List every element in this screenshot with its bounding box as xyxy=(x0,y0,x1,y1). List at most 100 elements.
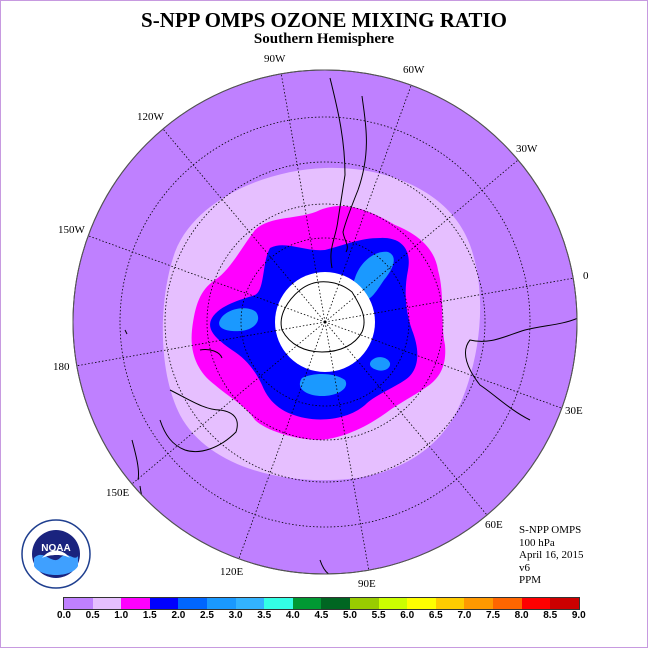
info-version: v6 xyxy=(519,561,530,574)
meridian-line xyxy=(131,353,287,485)
pole-dot xyxy=(323,320,327,324)
color-scale-swatch xyxy=(292,598,322,609)
color-scale-swatch xyxy=(435,598,465,609)
color-scale-tick-label: 9.0 xyxy=(571,610,586,621)
latitude-circle-15 xyxy=(119,116,531,528)
meridian-inner-line xyxy=(324,321,373,340)
meridian-inner-line xyxy=(324,312,375,323)
color-scale-tick-label: 8.5 xyxy=(543,610,558,621)
color-scale-swatch xyxy=(92,598,122,609)
meridian-line xyxy=(280,73,317,273)
lon-label-150w: 150W xyxy=(58,224,86,236)
color-scale-tick-label: 8.0 xyxy=(514,610,529,621)
map-subtitle: Southern Hemisphere xyxy=(253,31,395,47)
info-date: April 16, 2015 xyxy=(519,549,584,561)
contour-2-5-indian xyxy=(369,357,391,371)
color-scale-ticks: 0.0 0.5 1.0 1.5 2.0 2.5 3.0 3.5 4.0 4.5 5.0 5.5 6.0 6… xyxy=(0,610,648,624)
lon-label-30w: 30W xyxy=(516,143,538,155)
meridian-line xyxy=(363,159,519,291)
meridian-line xyxy=(374,277,574,314)
color-scale-tick-label: 6.0 xyxy=(400,610,415,621)
meridian-line xyxy=(356,360,488,516)
meridian-line xyxy=(371,338,562,409)
color-scale-swatch xyxy=(235,598,265,609)
lon-label-180: 180 xyxy=(53,361,70,373)
color-scale-swatch xyxy=(407,598,436,609)
color-scale-tick-label: 7.0 xyxy=(457,610,472,621)
color-scale-tick-label: 4.5 xyxy=(314,610,329,621)
islands-2 xyxy=(124,329,128,335)
graticule xyxy=(76,73,574,571)
color-scale-tick-label: 1.0 xyxy=(114,610,129,621)
color-scale-swatch xyxy=(178,598,207,609)
meridian-inner-line xyxy=(324,274,343,323)
color-scale-swatch xyxy=(492,598,522,609)
color-scale-tick-label: 3.5 xyxy=(257,610,272,621)
lon-label-120w: 120W xyxy=(137,111,165,123)
lon-label-0: 0 xyxy=(583,270,589,282)
color-scale-tick-label: 1.5 xyxy=(142,610,157,621)
meridian-line xyxy=(162,128,294,284)
latitude-circle-60 xyxy=(240,237,410,407)
lon-label-120e: 120E xyxy=(220,566,244,578)
color-scale-swatch xyxy=(121,598,150,609)
latitude-circle-45 xyxy=(206,203,444,441)
info-units: PPM xyxy=(519,574,542,586)
color-scale-swatch xyxy=(464,598,493,609)
color-scale-tick-label: 6.5 xyxy=(428,610,443,621)
info-pressure: 100 hPa xyxy=(519,536,555,549)
color-scale-swatch xyxy=(264,598,293,609)
meridian-inner-line xyxy=(275,321,326,332)
color-scale-swatch xyxy=(206,598,236,609)
islands-3 xyxy=(319,559,331,574)
color-scale-swatch xyxy=(64,598,93,609)
color-scale-tick-label: 5.5 xyxy=(371,610,386,621)
color-scale-tick-label: 5.0 xyxy=(343,610,357,621)
noaa-logo-icon: NOAA xyxy=(21,519,91,589)
map-title: S-NPP OMPS OZONE MIXING RATIO xyxy=(141,8,507,32)
map-disc-outline xyxy=(72,69,578,575)
meridian-line xyxy=(341,85,412,276)
meridian-inner-line xyxy=(307,321,326,370)
lon-label-90e: 90E xyxy=(358,578,376,590)
lon-label-30e: 30E xyxy=(565,405,583,417)
contour-2-5-south xyxy=(299,374,347,396)
meridian-inner-line xyxy=(324,289,364,323)
color-scale-tick-label: 4.0 xyxy=(285,610,300,621)
lon-label-60e: 60E xyxy=(485,519,503,531)
color-scale-bar xyxy=(63,597,580,610)
lon-label-90w: 90W xyxy=(264,53,286,65)
meridian-line xyxy=(238,368,309,559)
meridian-inner-line xyxy=(286,321,326,355)
lon-label-60w: 60W xyxy=(403,64,425,76)
color-scale-tick-label: 2.0 xyxy=(171,610,186,621)
color-scale-tick-label: 3.0 xyxy=(228,610,243,621)
contour-2-5-west xyxy=(219,308,259,332)
meridian-line xyxy=(88,235,279,306)
info-block: S-NPP OMPS 100 hPa April 16, 2015 v6 PPM xyxy=(519,524,583,587)
meridian-inner-line xyxy=(277,304,326,323)
meridian-inner-line xyxy=(324,321,335,372)
color-scale-tick-label: 2.5 xyxy=(200,610,214,621)
color-scale-tick-label: 0.0 xyxy=(57,610,71,621)
logo-text: NOAA xyxy=(41,543,70,554)
islands-1 xyxy=(199,349,223,359)
info-instrument: S-NPP OMPS xyxy=(519,524,582,536)
meridian-line xyxy=(76,330,276,367)
meridian-line xyxy=(333,371,370,571)
latitude-circle-30 xyxy=(164,161,486,483)
contour-2-5-atlantic xyxy=(352,251,394,301)
lon-label-150e: 150E xyxy=(106,487,130,499)
color-scale-swatch xyxy=(149,598,179,609)
ozone-contours xyxy=(76,73,577,574)
color-scale-swatch xyxy=(521,598,551,609)
color-scale-swatch xyxy=(321,598,350,609)
africa-coast xyxy=(465,317,577,421)
meridian-inner-line xyxy=(315,272,326,323)
color-scale-swatch xyxy=(378,598,408,609)
meridian-inner-line xyxy=(292,283,326,323)
australia-coast xyxy=(159,389,238,453)
color-scale-swatch xyxy=(349,598,379,609)
meridian-inner-line xyxy=(324,321,358,361)
